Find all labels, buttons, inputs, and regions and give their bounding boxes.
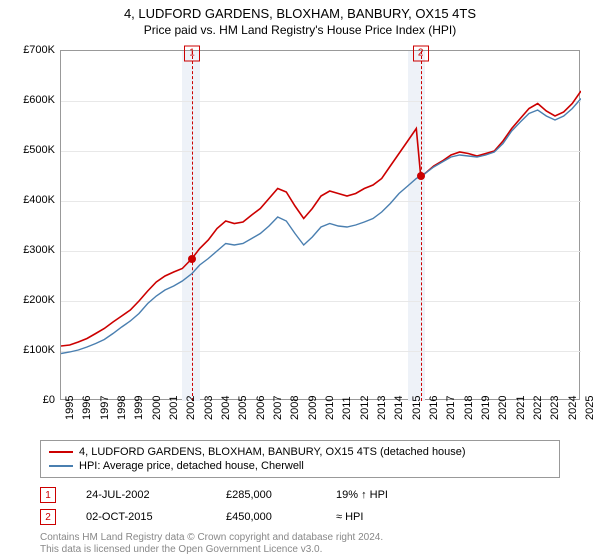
sale-marker-label: 1 (184, 45, 200, 61)
y-tick-label: £600K (5, 94, 55, 106)
x-tick-label: 2016 (428, 396, 440, 420)
footer-line1: Contains HM Land Registry data © Crown c… (40, 532, 383, 544)
x-tick-label: 2010 (324, 396, 336, 420)
sale-diff: 19% ↑ HPI (336, 489, 416, 501)
sale-marker: 1 (184, 43, 200, 62)
y-tick-label: £300K (5, 244, 55, 256)
sale-date: 02-OCT-2015 (86, 511, 196, 523)
x-tick-label: 2004 (220, 396, 232, 420)
x-tick-label: 2019 (480, 396, 492, 420)
x-tick-label: 2014 (393, 396, 405, 420)
x-tick-label: 2021 (515, 396, 527, 420)
y-tick-label: £200K (5, 294, 55, 306)
x-tick-label: 2013 (376, 396, 388, 420)
y-tick-label: £500K (5, 144, 55, 156)
x-tick-label: 2005 (237, 396, 249, 420)
x-tick-label: 1995 (64, 396, 76, 420)
chart-subtitle: Price paid vs. HM Land Registry's House … (0, 21, 600, 37)
x-tick-label: 2011 (341, 396, 353, 420)
sale-row-marker: 1 (40, 487, 56, 503)
sale-row: 2 02-OCT-2015 £450,000 ≈ HPI (40, 506, 560, 528)
series-line (61, 91, 581, 346)
x-tick-label: 1996 (81, 396, 93, 420)
legend-item: HPI: Average price, detached house, Cher… (49, 459, 551, 473)
x-tick-label: 2001 (168, 396, 180, 420)
legend-swatch (49, 451, 73, 453)
y-tick-label: £700K (5, 44, 55, 56)
sale-point (417, 172, 425, 180)
x-tick-label: 1998 (116, 396, 128, 420)
x-tick-label: 2012 (359, 396, 371, 420)
sale-diff: ≈ HPI (336, 511, 416, 523)
sales-table: 1 24-JUL-2002 £285,000 19% ↑ HPI 2 02-OCT-201… (40, 484, 560, 528)
sale-date: 24-JUL-2002 (86, 489, 196, 501)
x-tick-label: 2020 (497, 396, 509, 420)
x-tick-label: 2015 (411, 396, 423, 420)
sale-marker: 2 (413, 43, 429, 62)
series-line (61, 99, 581, 354)
x-tick-label: 2018 (463, 396, 475, 420)
sale-price: £450,000 (226, 511, 306, 523)
y-tick-label: £0 (5, 394, 55, 406)
x-tick-label: 2024 (567, 396, 579, 420)
x-tick-label: 1997 (99, 396, 111, 420)
legend: 4, LUDFORD GARDENS, BLOXHAM, BANBURY, OX… (40, 440, 560, 478)
footer-line2: This data is licensed under the Open Gov… (40, 544, 383, 556)
y-tick-label: £400K (5, 194, 55, 206)
legend-item: 4, LUDFORD GARDENS, BLOXHAM, BANBURY, OX… (49, 445, 551, 459)
chart-title: 4, LUDFORD GARDENS, BLOXHAM, BANBURY, OX… (0, 0, 600, 21)
sale-price: £285,000 (226, 489, 306, 501)
x-tick-label: 2002 (185, 396, 197, 420)
x-tick-label: 2009 (307, 396, 319, 420)
x-tick-label: 2025 (584, 396, 596, 420)
chart-plot-area: 12 (60, 50, 580, 400)
sale-row: 1 24-JUL-2002 £285,000 19% ↑ HPI (40, 484, 560, 506)
x-tick-label: 2022 (532, 396, 544, 420)
x-tick-label: 2003 (203, 396, 215, 420)
sale-marker-label: 2 (413, 45, 429, 61)
x-tick-label: 2023 (549, 396, 561, 420)
legend-swatch (49, 465, 73, 467)
x-tick-label: 2007 (272, 396, 284, 420)
y-tick-label: £100K (5, 344, 55, 356)
x-tick-label: 2000 (151, 396, 163, 420)
legend-label: 4, LUDFORD GARDENS, BLOXHAM, BANBURY, OX… (79, 446, 466, 458)
x-tick-label: 2006 (255, 396, 267, 420)
chart-svg (61, 51, 581, 401)
sale-row-marker: 2 (40, 509, 56, 525)
sale-point (188, 255, 196, 263)
x-tick-label: 2008 (289, 396, 301, 420)
legend-label: HPI: Average price, detached house, Cher… (79, 460, 304, 472)
footer: Contains HM Land Registry data © Crown c… (40, 532, 383, 556)
x-tick-label: 2017 (445, 396, 457, 420)
x-tick-label: 1999 (133, 396, 145, 420)
